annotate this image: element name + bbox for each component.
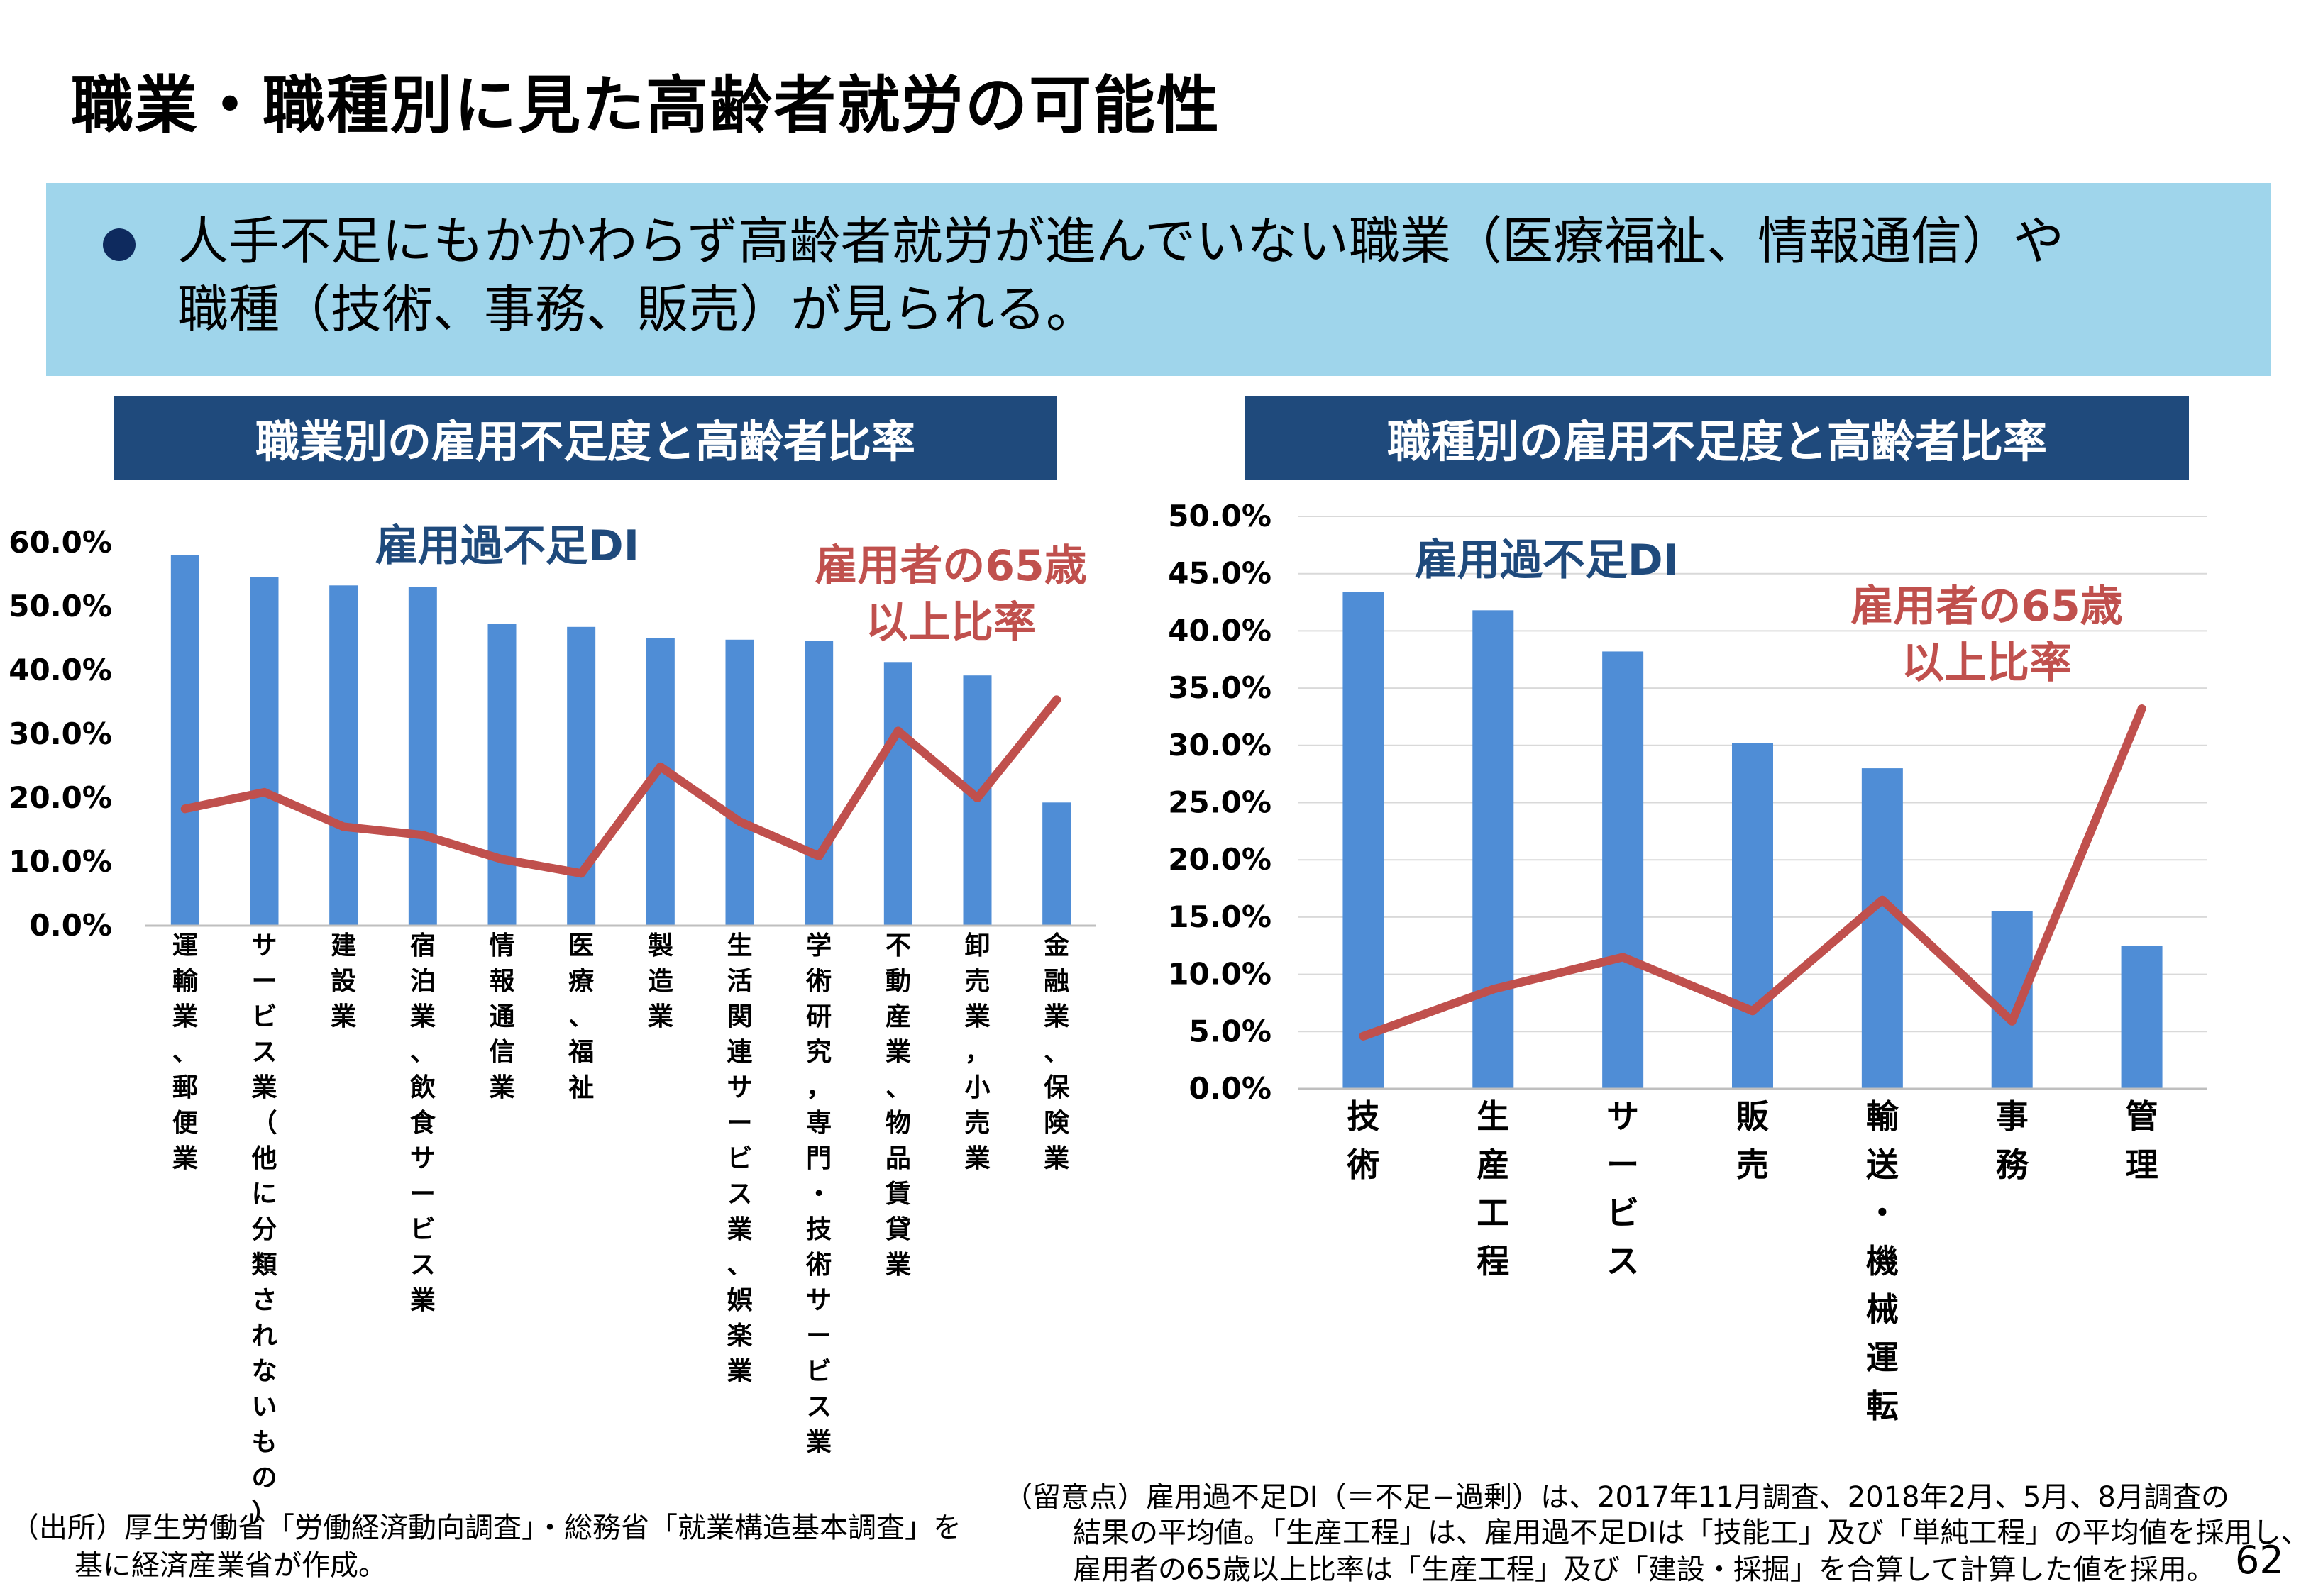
chart2-y-tick-label: 15.0%	[1168, 899, 1271, 934]
chart1-ratio-series-label-2: 以上比率	[866, 598, 1036, 648]
chart1-ratio-point	[497, 855, 507, 864]
chart1-header: 職業別の雇用不足度と高齢者比率	[114, 396, 1057, 480]
chart1-ratio-point	[180, 804, 189, 814]
chart1-y-tick-label: 10.0%	[9, 844, 112, 879]
summary-line-1: 人手不足にもかかわらず高齢者就労が進んでいない職業（医療福祉、情報通信）や	[177, 211, 2064, 271]
chart1-category-label: サービス業（他に分類されないもの）	[250, 931, 277, 1528]
chart2-category-label: 生産工程	[1477, 1097, 1509, 1280]
chart1-bar	[567, 626, 596, 926]
summary-box	[46, 183, 2271, 376]
chart2-category-label: 事務	[1996, 1097, 2029, 1184]
chart2-y-tick-label: 10.0%	[1168, 957, 1271, 992]
chart1-y-tick-label: 30.0%	[9, 716, 112, 751]
chart2-ratio-point	[1489, 985, 1498, 994]
bullet-dot-icon	[103, 228, 136, 261]
caveat-note-line-3: 雇用者の65歳以上比率は「生産工程」及び「建設・採掘」を合算して計算した値を採用…	[1073, 1553, 2215, 1586]
chart1-ratio-point	[1052, 695, 1061, 704]
chart2-category-label: サービス	[1606, 1097, 1639, 1280]
chart2-bar	[1602, 651, 1644, 1089]
chart2-y-tick-label: 20.0%	[1168, 842, 1271, 877]
chart2-ratio-series-label-1: 雇用者の65歳	[1850, 582, 2123, 631]
chart2-y-tick-label: 40.0%	[1168, 613, 1271, 648]
chart1-category-label: 建設業	[331, 931, 356, 1031]
chart2-y-tick-label: 5.0%	[1189, 1014, 1271, 1048]
chart1-bar	[408, 587, 437, 926]
page-title: 職業・職種別に見た高齢者就労の可能性	[71, 69, 1221, 142]
chart1-bar	[805, 641, 834, 926]
summary-line-2: 職種（技術、事務、販売）が見られる。	[177, 279, 1098, 339]
chart2-y-tick-label: 45.0%	[1168, 556, 1271, 591]
chart1-y-tick-label: 40.0%	[9, 653, 112, 687]
chart2-y-tick-label: 35.0%	[1168, 670, 1271, 705]
chart1-category-label: 金融業、保険業	[1043, 931, 1070, 1173]
chart1-category-label: 生活関連サービス業、娯楽業	[727, 931, 753, 1386]
chart1-bar	[170, 555, 199, 926]
chart1-category-label: 運輸業、郵便業	[172, 931, 199, 1173]
chart1-ratio-point	[815, 851, 824, 860]
chart1-y-tick-label: 20.0%	[9, 780, 112, 815]
chart2-ratio-point	[1359, 1031, 1368, 1041]
chart2-category-label: 販売	[1736, 1097, 1770, 1184]
chart1-bar	[250, 577, 279, 926]
chart2-bar	[1342, 592, 1384, 1089]
chart2-y-tick-label: 25.0%	[1168, 785, 1271, 820]
chart1-bar	[1042, 802, 1071, 926]
caveat-note-line-1: （留意点）雇用過不足DI（＝不足−過剰）は、2017年11月調査、2018年2月…	[1004, 1481, 2229, 1514]
source-note-line-2: 基に経済産業省が作成。	[75, 1549, 387, 1582]
chart1-category-label: 学術研究，専門・技術サービス業	[805, 931, 832, 1457]
chart1-ratio-point	[339, 822, 348, 831]
chart2-y-tick-label: 50.0%	[1168, 499, 1271, 533]
chart2-y-tick-label: 30.0%	[1168, 728, 1271, 763]
chart2-ratio-point	[1748, 1007, 1757, 1016]
chart1-category-label: 卸売業，小売業	[964, 931, 990, 1173]
source-note-line-1: （出所）厚生労働省「労働経済動向調査」・総務省「就業構造基本調査」を	[11, 1512, 961, 1544]
chart1-ratio-line	[180, 695, 1061, 878]
chart2-bar	[2121, 946, 2163, 1089]
chart2-ratio-point	[2137, 704, 2146, 714]
chart1-ratio-point	[577, 869, 586, 878]
chart1-ratio-point	[656, 762, 665, 771]
summary-text: 人手不足にもかかわらず高齢者就労が進んでいない職業（医療福祉、情報通信）や 職種…	[177, 207, 2235, 343]
chart1-category-label: 宿泊業、飲食サービス業	[410, 931, 436, 1315]
chart1-ratio-point	[893, 726, 903, 736]
chart1-category-label: 医療、福祉	[568, 931, 594, 1102]
chart1-bar	[883, 662, 912, 926]
chart1-y-tick-label: 50.0%	[9, 589, 112, 624]
chart2-category-label: 輸送・機械運転	[1866, 1097, 1899, 1425]
chart1-bar	[487, 624, 517, 926]
chart2-bar	[1991, 911, 2033, 1089]
chart1-category-label: 情報通信業	[489, 931, 514, 1102]
chart1-category-label: 不動産業、物品賃貸業	[885, 931, 911, 1280]
chart1-ratio-point	[260, 787, 269, 797]
chart1-ratio-point	[735, 817, 744, 826]
chart2-ratio-point	[1618, 953, 1628, 962]
chart1-y-tick-label: 60.0%	[9, 525, 112, 560]
chart2-bar	[1861, 768, 1903, 1089]
chart2-ratio-point	[2007, 1016, 2017, 1026]
chart1-ratio-point	[973, 794, 982, 802]
chart2-bar	[1472, 610, 1514, 1089]
chart2-di-series-label: 雇用過不足DI	[1415, 536, 1679, 585]
caveat-note-line-2: 結果の平均値。「生産工程」は、雇用過不足DIは「技能工」及び「単純工程」の平均値…	[1073, 1517, 2306, 1549]
chart2-category-label: 管理	[2126, 1097, 2158, 1184]
page-number: 62	[2235, 1538, 2284, 1583]
chart1-y-tick-label: 0.0%	[30, 908, 112, 943]
chart1-di-series-label: 雇用過不足DI	[375, 521, 639, 571]
chart1-ratio-series-label-1: 雇用者の65歳	[815, 541, 1087, 591]
chart2-header: 職種別の雇用不足度と高齢者比率	[1245, 396, 2189, 480]
chart2-category-label: 技術	[1346, 1097, 1379, 1184]
chart1-ratio-point	[418, 831, 427, 840]
chart2-ratio-series-label-2: 以上比率	[1902, 638, 2072, 688]
chart1-category-label: 製造業	[648, 931, 673, 1031]
chart2-ratio-point	[1877, 895, 1887, 904]
chart1-bar	[329, 585, 358, 926]
chart1-bar	[725, 639, 754, 926]
chart2-y-tick-label: 0.0%	[1189, 1071, 1271, 1106]
chart2-bar	[1732, 743, 1773, 1089]
